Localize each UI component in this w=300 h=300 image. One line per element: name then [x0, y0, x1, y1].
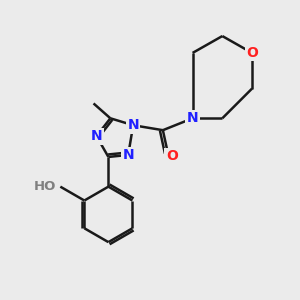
Text: HO: HO — [34, 180, 56, 193]
Text: O: O — [246, 46, 258, 60]
Text: N: N — [127, 118, 139, 132]
Text: N: N — [122, 148, 134, 162]
Text: O: O — [166, 149, 178, 163]
Text: N: N — [187, 111, 198, 125]
Text: N: N — [91, 129, 102, 143]
